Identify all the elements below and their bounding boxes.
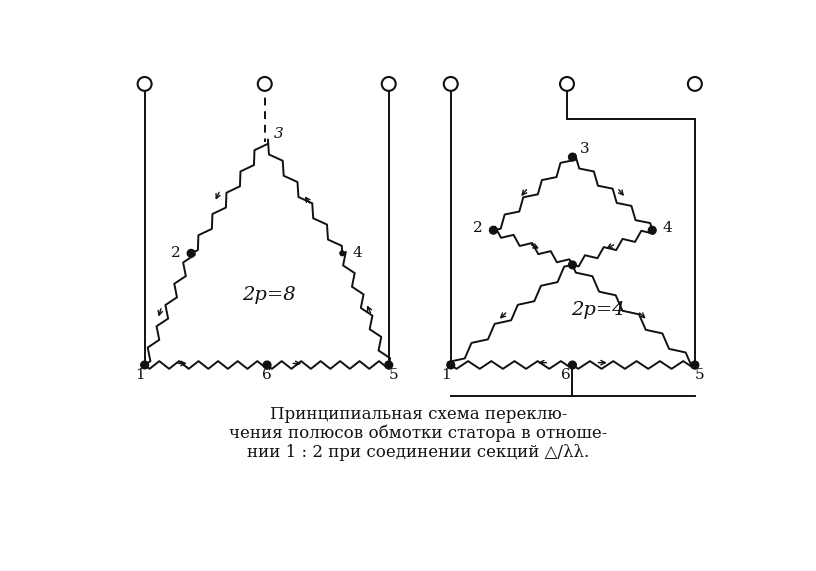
Circle shape — [138, 77, 152, 91]
Circle shape — [264, 361, 271, 369]
Text: 3: 3 — [274, 127, 284, 141]
Circle shape — [385, 361, 392, 369]
Text: 2: 2 — [473, 221, 483, 235]
Text: 3: 3 — [580, 142, 590, 156]
Circle shape — [340, 251, 344, 256]
Circle shape — [688, 77, 702, 91]
Text: 4: 4 — [663, 221, 672, 235]
Text: 6: 6 — [262, 368, 272, 382]
Circle shape — [258, 77, 272, 91]
Circle shape — [490, 226, 497, 234]
Circle shape — [569, 153, 576, 161]
Circle shape — [382, 77, 396, 91]
Text: 2: 2 — [171, 246, 180, 260]
Text: 4: 4 — [353, 246, 362, 260]
Circle shape — [187, 250, 195, 257]
Text: 2p=8: 2p=8 — [242, 286, 295, 304]
Circle shape — [649, 226, 656, 234]
Circle shape — [569, 361, 576, 369]
Text: 1: 1 — [135, 368, 145, 382]
Circle shape — [569, 261, 576, 269]
Text: 5: 5 — [388, 368, 398, 382]
Circle shape — [560, 77, 574, 91]
Text: 2p=4: 2p=4 — [571, 301, 625, 319]
Text: Принципиальная схема переклю-: Принципиальная схема переклю- — [269, 406, 567, 423]
Text: 6: 6 — [561, 368, 571, 382]
Circle shape — [447, 361, 455, 369]
Circle shape — [691, 361, 698, 369]
Text: нии 1 : 2 при соединении секций △/λλ.: нии 1 : 2 при соединении секций △/λλ. — [247, 444, 589, 461]
Circle shape — [140, 361, 149, 369]
Text: чения полюсов обмотки статора в отноше-: чения полюсов обмотки статора в отноше- — [229, 425, 607, 442]
Text: 1: 1 — [441, 368, 451, 382]
Circle shape — [444, 77, 458, 91]
Text: 5: 5 — [694, 368, 704, 382]
